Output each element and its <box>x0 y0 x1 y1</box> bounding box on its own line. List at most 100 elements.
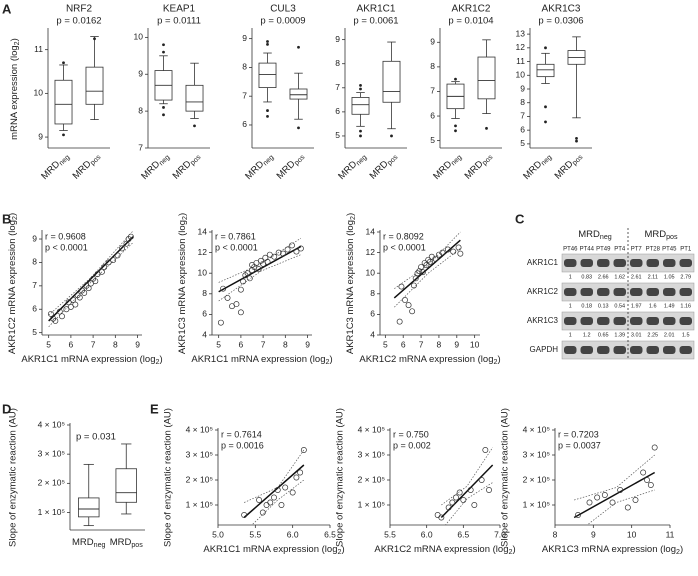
quant-label: 0.18 <box>581 303 592 309</box>
y-tick-label: 10 <box>134 32 144 42</box>
regression-line <box>573 471 656 519</box>
y-tick-label: 2 × 10⁵ <box>523 474 550 484</box>
point <box>267 499 274 506</box>
band <box>679 288 692 296</box>
annotation: r = 0.7614 <box>221 429 262 439</box>
point <box>453 494 459 501</box>
point <box>224 294 231 301</box>
quant-label: 2.25 <box>647 332 658 338</box>
x-axis-label: AKR1C2 mRNA expression (log2) <box>374 544 515 556</box>
point <box>471 502 478 508</box>
x-tick-label: 5.5 <box>384 529 396 539</box>
regression-line <box>243 464 305 519</box>
point <box>56 308 63 315</box>
y-tick-label: 10 <box>516 70 526 80</box>
point <box>94 271 101 278</box>
outlier <box>575 136 578 140</box>
annotation: p = 0.031 <box>76 432 116 443</box>
x-tick-label: 10 <box>470 339 480 349</box>
outlier <box>454 129 457 133</box>
y-tick-label: 5 <box>430 135 435 145</box>
point <box>460 497 467 503</box>
x-tick-label: 8 <box>113 339 118 349</box>
y-tick-label: 8 <box>138 105 143 115</box>
y-tick-label: 1 × 10⁵ <box>38 507 65 517</box>
x-tick-label: 9 <box>305 339 310 349</box>
y-tick-label: 11 <box>516 56 525 66</box>
quant-label: 3.01 <box>631 332 642 338</box>
y-tick-label: 8 <box>242 62 247 72</box>
outlier <box>359 87 362 91</box>
point <box>241 512 248 518</box>
point <box>271 494 277 501</box>
box <box>115 468 137 503</box>
band <box>630 317 643 325</box>
y-tick-label: 9 <box>335 34 340 44</box>
y-tick-label: 12 <box>366 247 376 257</box>
y-tick-label: 5 <box>520 138 525 148</box>
point <box>297 245 304 252</box>
x-tick-label: MRDneg <box>521 150 553 182</box>
point <box>398 283 405 290</box>
confidence-band <box>218 237 302 283</box>
x-tick-label: 5 <box>46 339 51 349</box>
outlier <box>162 113 165 117</box>
point <box>119 245 125 252</box>
band <box>679 317 692 325</box>
panel-letter: C <box>515 211 525 226</box>
band <box>663 346 676 354</box>
x-tick-label: MRDneg <box>139 150 171 182</box>
box <box>382 60 401 103</box>
lane-label: PT44 <box>580 247 595 253</box>
quant-label: 2.11 <box>648 274 658 280</box>
band <box>613 346 626 354</box>
y-tick-label: 2 × 10⁵ <box>358 474 385 484</box>
y-tick-label: 8 <box>520 97 525 107</box>
point <box>435 251 442 258</box>
point <box>87 280 94 287</box>
point <box>434 512 441 518</box>
x-tick-label: MRDpos <box>552 150 584 182</box>
point <box>123 240 130 247</box>
x-tick-label: 9 <box>135 339 140 349</box>
confidence-band <box>251 479 305 525</box>
y-tick-label: 7 <box>32 280 37 290</box>
x-tick-label: 6.5 <box>324 529 336 539</box>
quant-label: 2.66 <box>598 274 609 280</box>
band <box>580 317 593 325</box>
point <box>282 484 289 491</box>
x-axis-label: AKR1C2 mRNA expression (log2) <box>359 354 500 366</box>
point <box>640 469 647 476</box>
band <box>663 288 676 296</box>
annotation: p = 0.0037 <box>558 440 601 450</box>
point <box>624 504 631 511</box>
point <box>425 256 432 263</box>
confidence-band <box>574 454 655 501</box>
x-tick-label: 6 <box>239 339 244 349</box>
point <box>617 487 624 493</box>
y-tick-label: 4 × 10⁵ <box>523 424 550 434</box>
y-tick-label: 3 × 10⁵ <box>523 449 550 459</box>
x-tick-label: MRDpos <box>110 537 144 549</box>
y-axis-label: Slope of enzymatic reaction (AU) <box>335 408 346 547</box>
confidence-band <box>441 447 493 506</box>
band <box>663 317 676 325</box>
y-tick-label: 8 <box>32 257 37 267</box>
band <box>646 259 659 267</box>
outlier <box>575 139 578 143</box>
point <box>289 242 295 249</box>
annotation: p = 0.0162 <box>56 16 101 27</box>
point <box>423 262 430 268</box>
point <box>284 246 291 253</box>
point <box>99 268 105 275</box>
outlier <box>359 83 362 87</box>
point <box>110 257 117 264</box>
x-axis-label: AKR1C3 mRNA expression (log2) <box>542 544 683 556</box>
point <box>412 275 419 282</box>
band <box>630 259 643 267</box>
y-tick-label: 8 <box>430 61 435 71</box>
group-label: MRDpos <box>644 229 678 241</box>
y-tick-label: 4 × 10⁵ <box>38 419 65 429</box>
x-tick-label: MRDneg <box>243 150 275 182</box>
band <box>597 317 610 325</box>
